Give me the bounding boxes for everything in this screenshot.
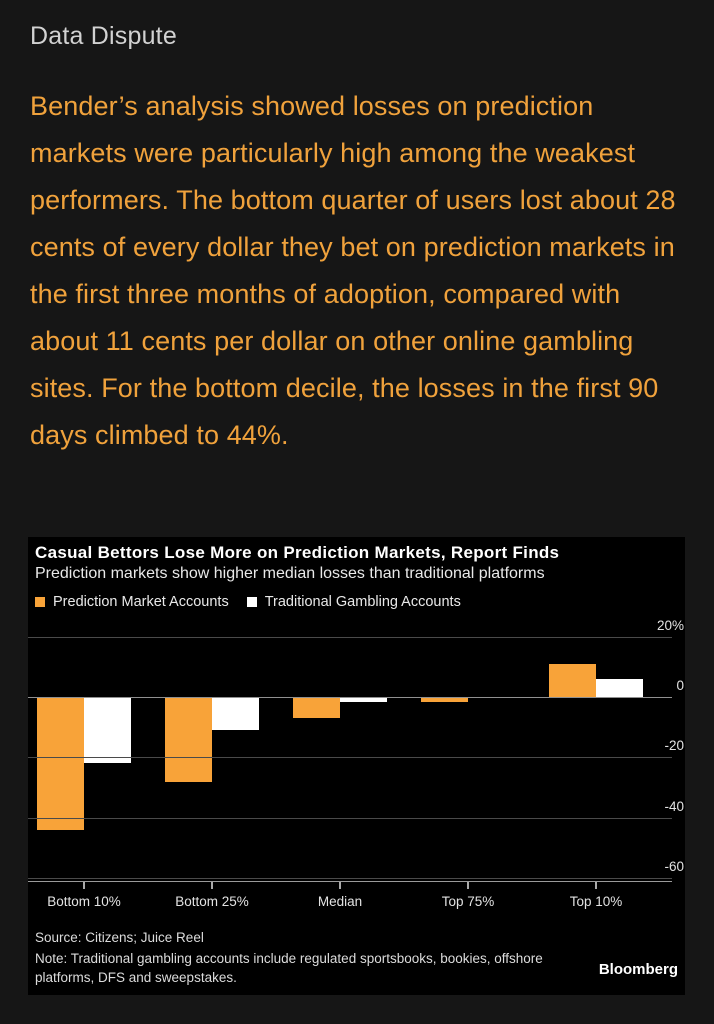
bar-traditional-median — [340, 697, 387, 702]
y-axis-label--20: -20 — [664, 738, 684, 754]
x-axis-line — [28, 881, 672, 882]
x-axis-tick-median — [339, 882, 341, 889]
bar-prediction-median — [293, 697, 340, 719]
chart-title: Casual Bettors Lose More on Prediction M… — [35, 543, 560, 562]
legend-item-prediction-market: Prediction Market Accounts — [35, 594, 229, 610]
x-axis-label-top-10: Top 10% — [569, 894, 623, 909]
chart-note: Note: Traditional gambling accounts incl… — [35, 951, 543, 985]
x-axis-label-median: Median — [317, 894, 363, 909]
y-axis-label--60: -60 — [664, 859, 684, 875]
gridline--40 — [28, 817, 672, 819]
chart-panel: Casual Bettors Lose More on Prediction M… — [28, 537, 685, 995]
gridline-0 — [28, 697, 672, 698]
chart-legend: Prediction Market Accounts Traditional Ga… — [35, 594, 461, 610]
legend-label: Prediction Market Accounts — [53, 594, 229, 610]
x-axis-tick-bottom-25 — [211, 882, 213, 889]
legend-item-traditional-gambling: Traditional Gambling Accounts — [246, 594, 461, 610]
gridline--20 — [28, 757, 672, 759]
y-axis-label--40: -40 — [664, 798, 684, 814]
bar-traditional-bottom-25 — [212, 697, 259, 731]
gridline-20 — [28, 636, 672, 638]
legend-swatch-icon — [246, 597, 257, 607]
x-axis-label-bottom-10: Bottom 10% — [47, 894, 121, 909]
bar-prediction-top-75 — [421, 697, 468, 702]
bar-prediction-bottom-10 — [37, 697, 84, 830]
x-axis-tick-top-10 — [595, 882, 597, 889]
chart-subtitle: Prediction markets show higher median lo… — [35, 565, 545, 582]
page-title: Data Dispute — [30, 22, 177, 50]
chart-source: Source: Citizens; Juice Reel — [35, 930, 204, 945]
x-axis-label-bottom-25: Bottom 25% — [175, 894, 249, 909]
y-axis-label-0: 0 — [676, 678, 684, 693]
x-axis-label-top-75: Top 75% — [441, 894, 495, 909]
plot-area: 20% 0 -20 -40 -60 Bottom 10% Bottom 25% Median T… — [28, 537, 685, 995]
x-axis-tick-top-75 — [467, 882, 469, 889]
bar-traditional-top-10 — [596, 678, 643, 697]
article-paragraph: Bender’s analysis showed losses on predi… — [30, 91, 676, 450]
bar-traditional-bottom-10 — [84, 697, 131, 764]
x-axis-tick-bottom-10 — [83, 882, 85, 889]
y-axis-label-20: 20% — [656, 617, 684, 633]
bar-prediction-bottom-25 — [165, 697, 212, 782]
bar-prediction-top-10 — [549, 663, 596, 697]
bloomberg-logo: Bloomberg — [598, 961, 678, 978]
gridline--60 — [28, 878, 672, 880]
legend-label: Traditional Gambling Accounts — [264, 594, 461, 610]
legend-swatch-icon — [35, 597, 45, 607]
